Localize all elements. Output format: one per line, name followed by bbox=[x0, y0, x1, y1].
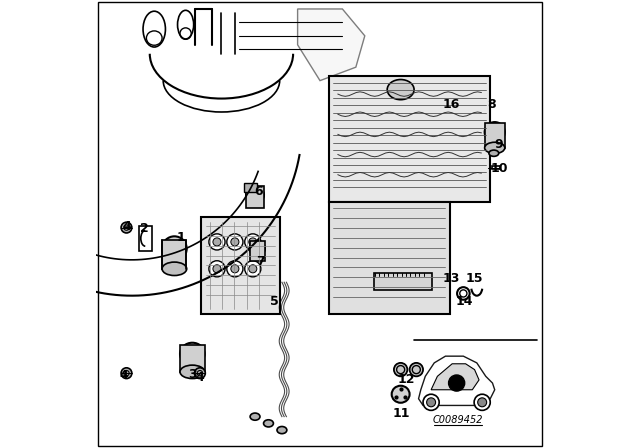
Ellipse shape bbox=[246, 186, 264, 204]
Ellipse shape bbox=[180, 365, 205, 379]
Ellipse shape bbox=[264, 420, 273, 427]
Bar bbox=[139, 226, 152, 251]
Bar bbox=[374, 273, 432, 290]
Text: 16: 16 bbox=[443, 98, 460, 111]
Text: 11: 11 bbox=[393, 406, 410, 420]
Circle shape bbox=[449, 375, 465, 391]
Text: 12: 12 bbox=[397, 373, 415, 387]
Ellipse shape bbox=[394, 363, 408, 376]
Circle shape bbox=[209, 234, 225, 250]
Circle shape bbox=[195, 368, 205, 379]
Text: 4: 4 bbox=[196, 370, 204, 384]
Text: 4: 4 bbox=[122, 220, 131, 233]
Bar bbox=[485, 123, 505, 148]
Bar bbox=[250, 241, 266, 261]
Circle shape bbox=[213, 265, 221, 273]
Polygon shape bbox=[431, 364, 479, 390]
Text: 5: 5 bbox=[270, 294, 278, 308]
Text: 14: 14 bbox=[456, 294, 473, 308]
Text: 7: 7 bbox=[257, 254, 265, 268]
Ellipse shape bbox=[180, 343, 205, 365]
Circle shape bbox=[121, 368, 132, 379]
Text: 4: 4 bbox=[120, 369, 129, 382]
Circle shape bbox=[244, 261, 261, 277]
Bar bbox=[163, 240, 186, 269]
Text: 9: 9 bbox=[494, 138, 502, 151]
Text: 13: 13 bbox=[443, 272, 460, 285]
Circle shape bbox=[213, 238, 221, 246]
Bar bbox=[202, 217, 280, 314]
Ellipse shape bbox=[162, 262, 187, 276]
Bar bbox=[329, 202, 450, 314]
Ellipse shape bbox=[484, 122, 505, 142]
Text: 6: 6 bbox=[254, 185, 263, 198]
Circle shape bbox=[423, 394, 439, 410]
Circle shape bbox=[231, 265, 239, 273]
Text: 1: 1 bbox=[177, 231, 186, 244]
Text: 10: 10 bbox=[490, 162, 508, 176]
Polygon shape bbox=[419, 356, 495, 405]
Ellipse shape bbox=[484, 142, 505, 154]
Bar bbox=[329, 76, 490, 202]
Circle shape bbox=[121, 222, 132, 233]
Text: 8: 8 bbox=[488, 98, 497, 111]
Circle shape bbox=[231, 238, 239, 246]
Text: 2: 2 bbox=[140, 222, 148, 235]
Bar bbox=[246, 186, 264, 208]
Ellipse shape bbox=[387, 80, 414, 99]
Circle shape bbox=[227, 234, 243, 250]
Bar bbox=[244, 183, 257, 192]
Circle shape bbox=[209, 261, 225, 277]
Ellipse shape bbox=[489, 150, 499, 156]
Polygon shape bbox=[298, 9, 365, 81]
Ellipse shape bbox=[392, 386, 410, 403]
Ellipse shape bbox=[162, 237, 187, 261]
Ellipse shape bbox=[410, 363, 423, 376]
Bar bbox=[493, 166, 500, 169]
Circle shape bbox=[474, 394, 490, 410]
Text: 3: 3 bbox=[188, 367, 196, 381]
Circle shape bbox=[477, 398, 486, 407]
Circle shape bbox=[244, 234, 261, 250]
Bar bbox=[180, 345, 205, 372]
Circle shape bbox=[227, 261, 243, 277]
Circle shape bbox=[427, 398, 436, 407]
Ellipse shape bbox=[250, 241, 265, 256]
Circle shape bbox=[249, 238, 257, 246]
Ellipse shape bbox=[250, 413, 260, 420]
Text: C0089452: C0089452 bbox=[433, 415, 483, 425]
Circle shape bbox=[249, 265, 257, 273]
Ellipse shape bbox=[277, 426, 287, 434]
Text: 15: 15 bbox=[466, 272, 483, 285]
